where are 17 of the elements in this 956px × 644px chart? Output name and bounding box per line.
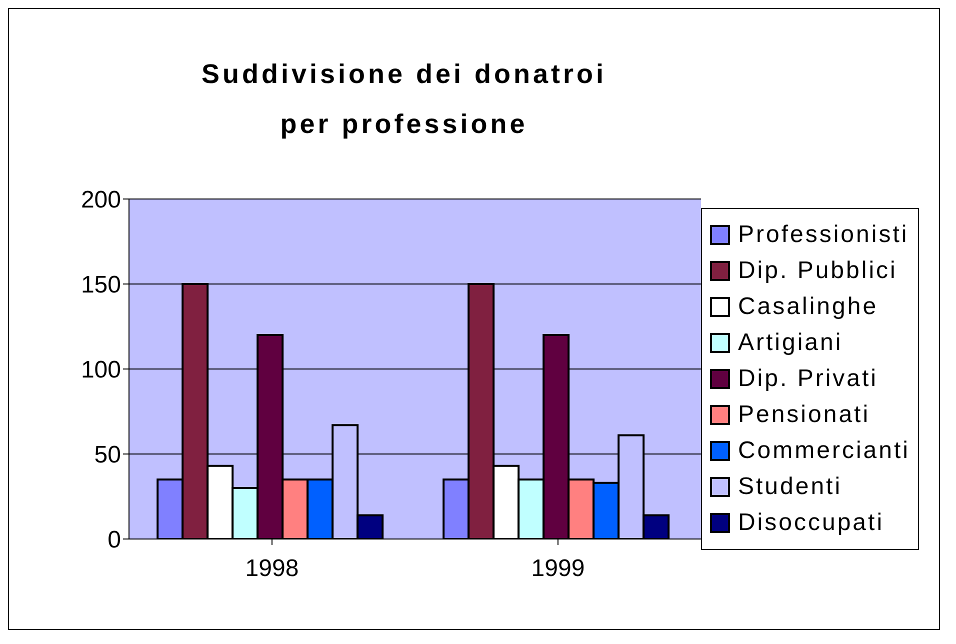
y-tick-label: 150 <box>80 272 121 299</box>
legend-label: Casalinghe <box>738 292 878 322</box>
y-tick-label: 0 <box>108 526 121 554</box>
y-tick-label: 200 <box>80 186 121 214</box>
legend-label: Artigiani <box>738 328 843 358</box>
legend-label: Dip. Pubblici <box>738 256 898 286</box>
legend-label: Commercianti <box>738 436 910 466</box>
legend-label: Disoccupati <box>738 508 884 538</box>
y-tick-label: 100 <box>80 356 121 384</box>
legend-label: Pensionati <box>738 400 870 430</box>
legend-label: Dip. Privati <box>738 364 878 394</box>
x-tick-label: 1999 <box>531 555 585 582</box>
y-tick-label: 50 <box>94 442 121 469</box>
chart-title: Suddivisione dei donatroi per professione <box>200 58 608 141</box>
x-tick-label: 1998 <box>245 555 299 582</box>
legend-label: Studenti <box>738 472 842 502</box>
legend-label: Professionisti <box>738 220 909 250</box>
